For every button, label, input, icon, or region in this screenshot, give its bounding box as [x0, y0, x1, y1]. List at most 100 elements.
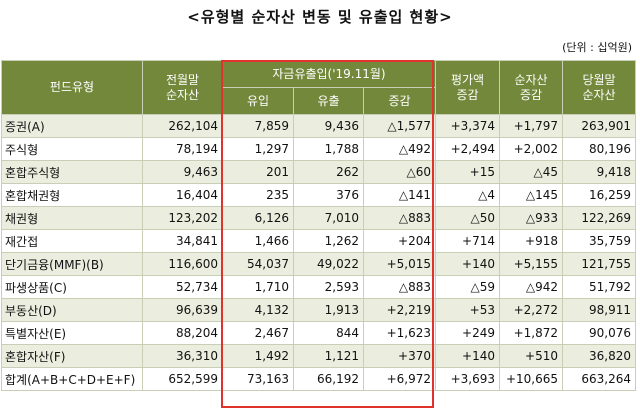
table-row: 혼합채권형 16,404 235 376 △141 △4 △145 16,259 [1, 183, 636, 207]
fund-type-cell: 주식형 [1, 137, 143, 161]
curr-net-cell: 9,418 [562, 160, 636, 184]
table-row: 특별자산(E) 88,204 2,467 844 +1,623 +249 +1,872 90,… [1, 321, 636, 345]
outflow-cell: 262 [293, 160, 364, 184]
outflow-cell: 49,022 [293, 252, 364, 276]
curr-net-cell: 90,076 [562, 321, 636, 345]
table-row: 증권(A) 262,104 7,859 9,436 △1,577 +3,374 +1,797… [1, 114, 636, 138]
fund-type-cell: 증권(A) [1, 114, 143, 138]
inflow-cell: 73,163 [222, 367, 294, 391]
header-flow-change: 증감 [363, 87, 436, 115]
inflow-cell: 7,859 [222, 114, 294, 138]
inflow-cell: 4,132 [222, 298, 294, 322]
header-inflow: 유입 [222, 87, 294, 115]
net-change-cell: +1,872 [499, 321, 563, 345]
valuation-cell: +53 [435, 298, 500, 322]
outflow-cell: 2,593 [293, 275, 364, 299]
table-header: 펀드유형 전월말 순자산 자금유출입('19.11월) 평가액 증감 순자산 증… [1, 60, 636, 115]
net-change-cell: +5,155 [499, 252, 563, 276]
net-change-cell: △45 [499, 160, 563, 184]
outflow-cell: 844 [293, 321, 364, 345]
header-fund-flow-group: 자금유출입('19.11월) [222, 60, 436, 88]
header-curr-net-assets: 당월말 순자산 [562, 60, 636, 115]
net-change-cell: △145 [499, 183, 563, 207]
valuation-cell: +249 [435, 321, 500, 345]
prev-net-cell: 262,104 [142, 114, 223, 138]
curr-net-cell: 80,196 [562, 137, 636, 161]
fund-type-cell: 혼합주식형 [1, 160, 143, 184]
prev-net-cell: 116,600 [142, 252, 223, 276]
curr-net-cell: 16,259 [562, 183, 636, 207]
net-change-cell: +510 [499, 344, 563, 368]
flow-change-cell: △492 [363, 137, 436, 161]
flow-change-cell: △1,577 [363, 114, 436, 138]
prev-net-cell: 34,841 [142, 229, 223, 253]
fund-flow-table: 펀드유형 전월말 순자산 자금유출입('19.11월) 평가액 증감 순자산 증… [1, 60, 636, 391]
valuation-cell: △50 [435, 206, 500, 230]
inflow-cell: 235 [222, 183, 294, 207]
curr-net-cell: 36,820 [562, 344, 636, 368]
fund-type-cell: 파생상품(C) [1, 275, 143, 299]
inflow-cell: 6,126 [222, 206, 294, 230]
outflow-cell: 66,192 [293, 367, 364, 391]
net-change-cell: +2,272 [499, 298, 563, 322]
inflow-cell: 1,710 [222, 275, 294, 299]
table-row: 주식형 78,194 1,297 1,788 △492 +2,494 +2,002 80,19… [1, 137, 636, 161]
header-net-asset-change: 순자산 증감 [499, 60, 563, 115]
curr-net-cell: 121,755 [562, 252, 636, 276]
inflow-cell: 1,297 [222, 137, 294, 161]
fund-type-cell: 혼합자산(F) [1, 344, 143, 368]
fund-type-cell: 채권형 [1, 206, 143, 230]
fund-type-cell: 단기금융(MMF)(B) [1, 252, 143, 276]
prev-net-cell: 96,639 [142, 298, 223, 322]
curr-net-cell: 263,901 [562, 114, 636, 138]
fund-type-cell: 부동산(D) [1, 298, 143, 322]
unit-label: (단위 : 십억원) [562, 41, 632, 54]
valuation-cell: +140 [435, 252, 500, 276]
header-valuation-change: 평가액 증감 [435, 60, 500, 115]
header-prev-net-assets: 전월말 순자산 [142, 60, 223, 115]
prev-net-cell: 9,463 [142, 160, 223, 184]
valuation-cell: +3,693 [435, 367, 500, 391]
outflow-cell: 1,262 [293, 229, 364, 253]
inflow-cell: 54,037 [222, 252, 294, 276]
inflow-cell: 1,492 [222, 344, 294, 368]
table-body: 증권(A) 262,104 7,859 9,436 △1,577 +3,374 +1,797… [1, 114, 636, 391]
inflow-cell: 2,467 [222, 321, 294, 345]
net-change-cell: △942 [499, 275, 563, 299]
inflow-cell: 1,466 [222, 229, 294, 253]
prev-net-cell: 88,204 [142, 321, 223, 345]
net-change-cell: +2,002 [499, 137, 563, 161]
valuation-cell: △59 [435, 275, 500, 299]
inflow-cell: 201 [222, 160, 294, 184]
prev-net-cell: 36,310 [142, 344, 223, 368]
valuation-cell: +3,374 [435, 114, 500, 138]
prev-net-cell: 16,404 [142, 183, 223, 207]
table-row: 재간접 34,841 1,466 1,262 +204 +714 +918 35,759 [1, 229, 636, 253]
flow-change-cell: +2,219 [363, 298, 436, 322]
outflow-cell: 7,010 [293, 206, 364, 230]
outflow-cell: 9,436 [293, 114, 364, 138]
table-row: 채권형 123,202 6,126 7,010 △883 △50 △933 122,269 [1, 206, 636, 230]
flow-change-cell: +204 [363, 229, 436, 253]
prev-net-cell: 652,599 [142, 367, 223, 391]
flow-change-cell: +6,972 [363, 367, 436, 391]
fund-type-cell: 재간접 [1, 229, 143, 253]
curr-net-cell: 51,792 [562, 275, 636, 299]
flow-change-cell: △141 [363, 183, 436, 207]
net-change-cell: △933 [499, 206, 563, 230]
table-row: 합계(A+B+C+D+E+F) 652,599 73,163 66,192 +6,972… [1, 367, 636, 391]
flow-change-cell: +5,015 [363, 252, 436, 276]
net-change-cell: +1,797 [499, 114, 563, 138]
header-outflow: 유출 [293, 87, 364, 115]
prev-net-cell: 78,194 [142, 137, 223, 161]
valuation-cell: +15 [435, 160, 500, 184]
outflow-cell: 376 [293, 183, 364, 207]
flow-change-cell: △883 [363, 206, 436, 230]
prev-net-cell: 123,202 [142, 206, 223, 230]
net-change-cell: +10,665 [499, 367, 563, 391]
table-row: 혼합자산(F) 36,310 1,492 1,121 +370 +140 +510 36,82… [1, 344, 636, 368]
table-row: 파생상품(C) 52,734 1,710 2,593 △883 △59 △942 51,792 [1, 275, 636, 299]
outflow-cell: 1,121 [293, 344, 364, 368]
valuation-cell: +140 [435, 344, 500, 368]
table-row: 단기금융(MMF)(B) 116,600 54,037 49,022 +5,015 +14… [1, 252, 636, 276]
